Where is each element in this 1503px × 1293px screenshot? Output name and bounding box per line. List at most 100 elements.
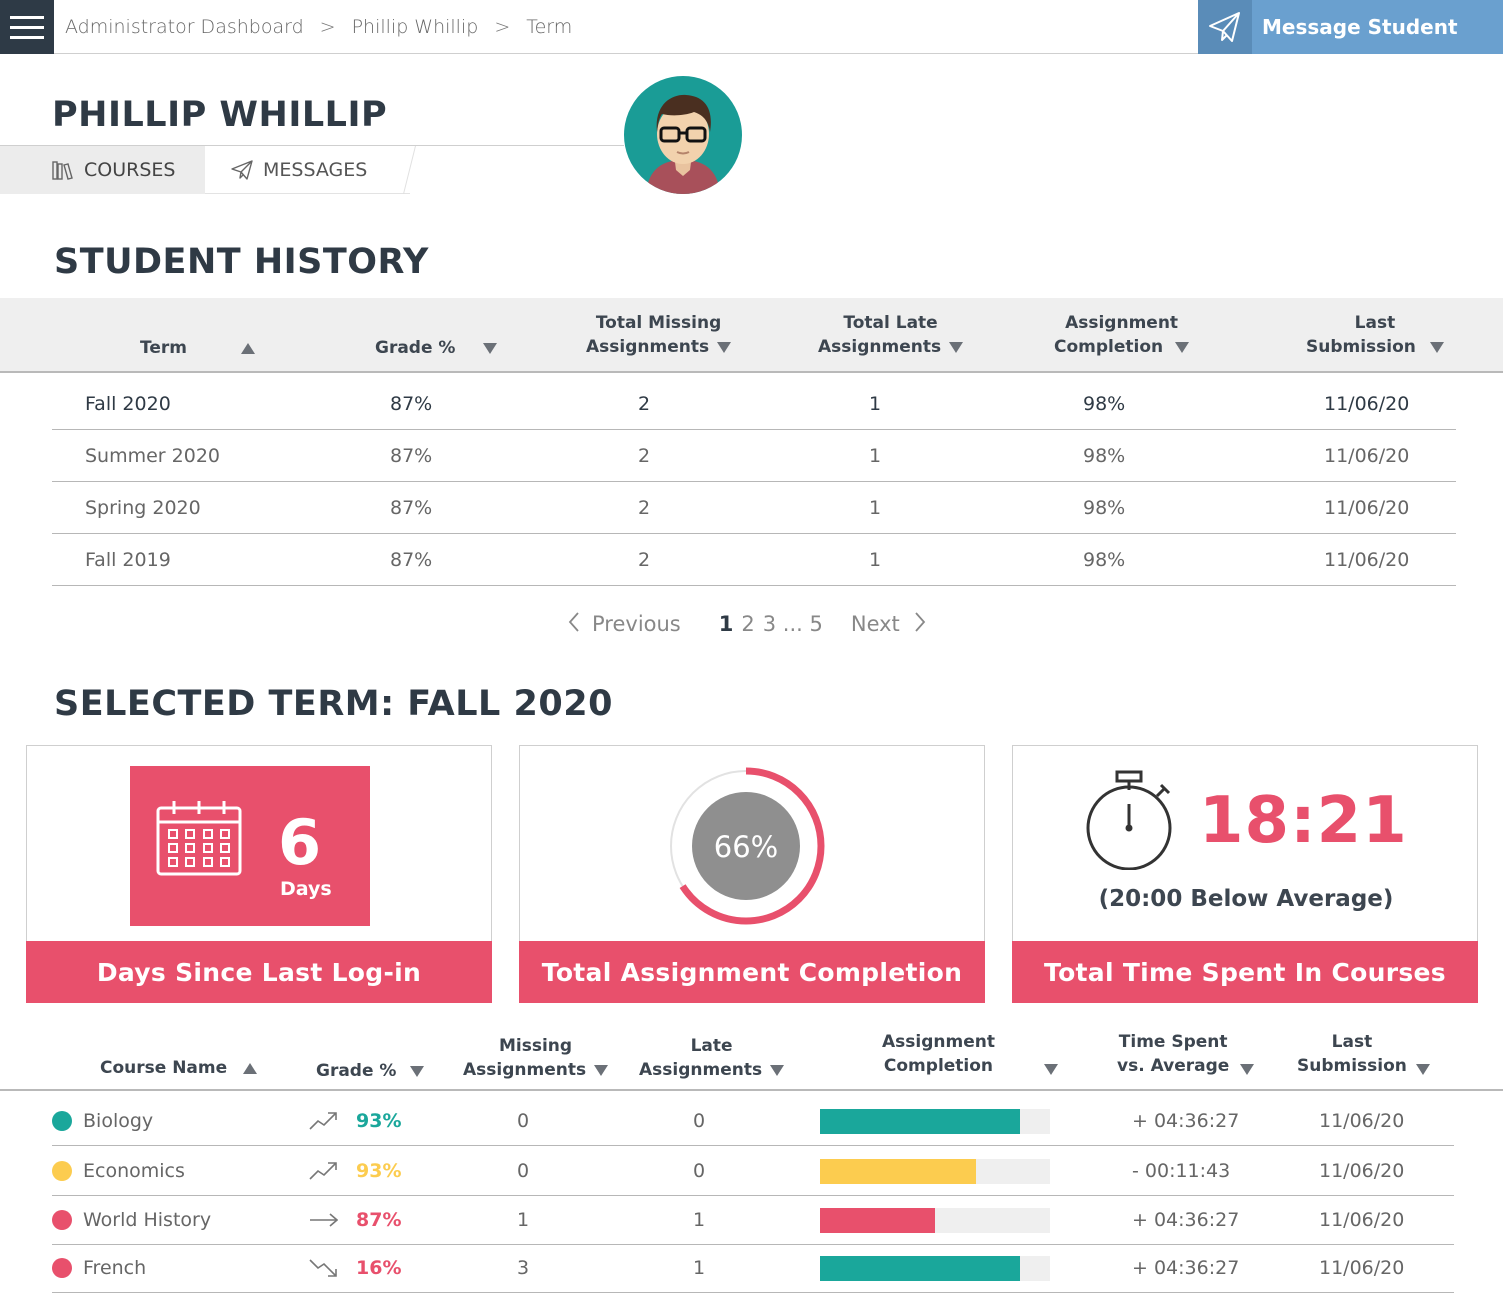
column-header-grade[interactable]: Grade % [316, 1059, 425, 1083]
column-label: Course Name [100, 1058, 228, 1078]
completion-bar [820, 1256, 1050, 1281]
student-history-title: STUDENT HISTORY [54, 242, 429, 282]
page-range-link[interactable]: 3 ... 5 [762, 612, 823, 636]
course-name-cell[interactable]: French [83, 1257, 147, 1279]
page-2-link[interactable]: 2 [741, 612, 755, 636]
hamburger-menu-icon[interactable] [0, 0, 54, 54]
column-header-course-name[interactable]: Course Name [100, 1056, 258, 1080]
completion-cell: 98% [1083, 393, 1126, 415]
time-vs-average-cell: + 04:36:27 [1132, 1257, 1240, 1279]
sort-descending-icon[interactable] [1044, 1064, 1058, 1075]
column-header-missing[interactable]: Missing Assignments [463, 1034, 609, 1082]
late-cell: 0 [693, 1160, 706, 1182]
chevron-right-icon[interactable] [914, 611, 926, 638]
missing-cell: 0 [517, 1160, 530, 1182]
avatar [624, 76, 742, 194]
time-spent-value: 18:21 [1199, 784, 1408, 858]
next-page-link[interactable]: Next [850, 612, 900, 636]
column-label: Assignments [586, 337, 710, 357]
column-label: Missing [499, 1036, 573, 1056]
tab-messages[interactable]: MESSAGES [205, 146, 410, 194]
profile-tabs: COURSES MESSAGES [0, 146, 420, 194]
missing-cell: 1 [517, 1209, 530, 1231]
top-bar: Administrator Dashboard > Phillip Whilli… [0, 0, 1503, 54]
column-header-time-spent[interactable]: Time Spent vs. Average [1117, 1030, 1229, 1078]
late-cell: 0 [693, 1110, 706, 1132]
history-table-header: Term Grade % Total Missing Assignments To… [0, 298, 1503, 373]
course-name-cell[interactable]: Biology [83, 1110, 154, 1132]
chevron-left-icon[interactable] [568, 611, 580, 638]
completion-arc [667, 767, 825, 925]
breadcrumb-separator: > [494, 16, 511, 38]
time-vs-average-cell: - 00:11:43 [1132, 1160, 1231, 1182]
tab-courses[interactable]: COURSES [0, 146, 222, 194]
term-cell: Fall 2019 [85, 549, 171, 571]
column-label: Submission [1297, 1056, 1407, 1076]
column-header-completion[interactable]: Assignment Completion [1054, 311, 1190, 359]
course-row[interactable]: Biology 93% 0 0 + 04:36:27 11/06/20 [52, 1097, 1454, 1146]
column-header-term[interactable]: Term [140, 336, 255, 360]
column-label: Assignments [818, 337, 942, 357]
pagination: Previous 1 2 3 ... 5 Next [568, 606, 926, 642]
last-submission-cell: 11/06/20 [1319, 1257, 1405, 1279]
course-row[interactable]: French 16% 3 1 + 04:36:27 11/06/20 [52, 1244, 1454, 1293]
send-icon [231, 159, 253, 180]
sort-descending-icon[interactable] [1416, 1064, 1430, 1075]
books-icon [52, 160, 74, 180]
column-header-last-submission[interactable]: Last Submission [1306, 311, 1444, 359]
grade-cell: 87% [390, 393, 433, 415]
completion-bar [820, 1159, 1050, 1184]
history-row[interactable]: Summer 2020 87% 2 1 98% 11/06/20 [52, 430, 1456, 482]
late-cell: 1 [869, 497, 882, 519]
completion-bar [820, 1208, 1050, 1233]
previous-page-link[interactable]: Previous [592, 612, 681, 636]
time-vs-average-note: (20:00 Below Average) [1098, 886, 1394, 912]
course-row[interactable]: Economics 93% 0 0 - 00:11:43 11/06/20 [52, 1147, 1454, 1196]
breadcrumb-item-term[interactable]: Term [526, 16, 573, 38]
missing-cell: 2 [638, 393, 651, 415]
history-row[interactable]: Spring 2020 87% 2 1 98% 11/06/20 [52, 482, 1456, 534]
last-submission-cell: 11/06/20 [1319, 1110, 1405, 1132]
column-label: Late [690, 1036, 733, 1056]
sort-descending-icon [410, 1065, 425, 1077]
column-label: Last [1331, 1032, 1373, 1052]
time-card-footer: Total Time Spent In Courses [1012, 941, 1478, 1003]
column-label: Assignment [1065, 313, 1179, 333]
column-header-late[interactable]: Total Late Assignments [818, 311, 964, 359]
grade-cell: 93% [356, 1110, 402, 1132]
send-icon [1198, 0, 1252, 54]
course-row[interactable]: World History 87% 1 1 + 04:36:27 11/06/20 [52, 1196, 1454, 1245]
completion-bar [820, 1109, 1050, 1134]
column-header-completion[interactable]: Assignment Completion [882, 1030, 995, 1078]
course-name-cell[interactable]: Economics [83, 1160, 185, 1182]
column-label: Total Missing [595, 313, 722, 333]
column-header-late[interactable]: Late Assignments [639, 1034, 785, 1082]
column-label: vs. Average [1117, 1056, 1230, 1076]
time-spent-card: 18:21 (20:00 Below Average) Total Time S… [1012, 745, 1478, 1003]
breadcrumb-item-dashboard[interactable]: Administrator Dashboard [65, 16, 304, 38]
trend-up-icon [308, 1109, 338, 1137]
grade-cell: 93% [356, 1160, 402, 1182]
message-student-label: Message Student [1262, 15, 1458, 39]
term-cell: Spring 2020 [85, 497, 201, 519]
tab-courses-label: COURSES [84, 159, 176, 181]
column-header-grade[interactable]: Grade % [375, 336, 498, 360]
history-row[interactable]: Fall 2019 87% 2 1 98% 11/06/20 [52, 534, 1456, 586]
message-student-button[interactable]: Message Student [1198, 0, 1503, 54]
last-submission-cell: 11/06/20 [1319, 1209, 1405, 1231]
sort-descending-icon[interactable] [1240, 1064, 1254, 1075]
column-header-missing[interactable]: Total Missing Assignments [586, 311, 732, 359]
column-label: Completion [1054, 337, 1164, 357]
breadcrumb: Administrator Dashboard > Phillip Whilli… [65, 0, 572, 54]
history-row[interactable]: Fall 2020 87% 2 1 98% 11/06/20 [52, 378, 1456, 430]
trend-up-icon [308, 1159, 338, 1187]
column-header-last-submission[interactable]: Last Submission [1297, 1030, 1407, 1078]
completion-cell: 98% [1083, 445, 1126, 467]
page-1-link[interactable]: 1 [718, 612, 734, 636]
course-name-cell[interactable]: World History [83, 1209, 212, 1231]
column-label: Completion [883, 1056, 994, 1076]
stopwatch-icon [1083, 770, 1179, 874]
column-label: Grade % [375, 338, 456, 358]
days-unit: Days [280, 878, 332, 900]
breadcrumb-item-student[interactable]: Phillip Whillip [351, 16, 479, 38]
